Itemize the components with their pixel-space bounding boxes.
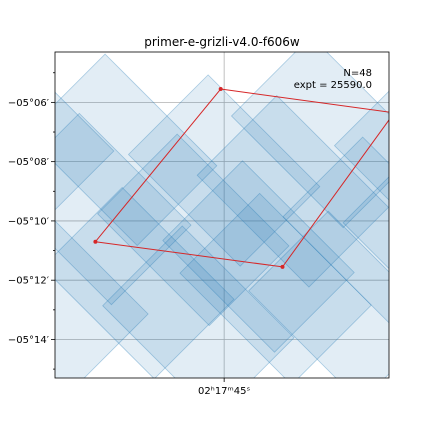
- exposure-annotation: expt = 25590.0: [294, 80, 372, 91]
- y-tick-label: −05°14′: [8, 335, 50, 346]
- highlight-vertex-marker: [93, 240, 97, 244]
- highlight-vertex-marker: [281, 265, 285, 269]
- y-tick-label: −05°06′: [8, 98, 50, 109]
- count-annotation: N=48: [343, 68, 372, 79]
- chart-title: primer-e-grizli-v4.0-f606w: [144, 35, 300, 49]
- highlight-vertex-marker: [219, 87, 223, 91]
- y-tick-label: −05°08′: [8, 157, 50, 168]
- y-tick-label: −05°12′: [8, 276, 50, 287]
- x-tick-label: 02ʰ17ᵐ45ˢ: [198, 386, 250, 397]
- y-tick-label: −05°10′: [8, 216, 50, 227]
